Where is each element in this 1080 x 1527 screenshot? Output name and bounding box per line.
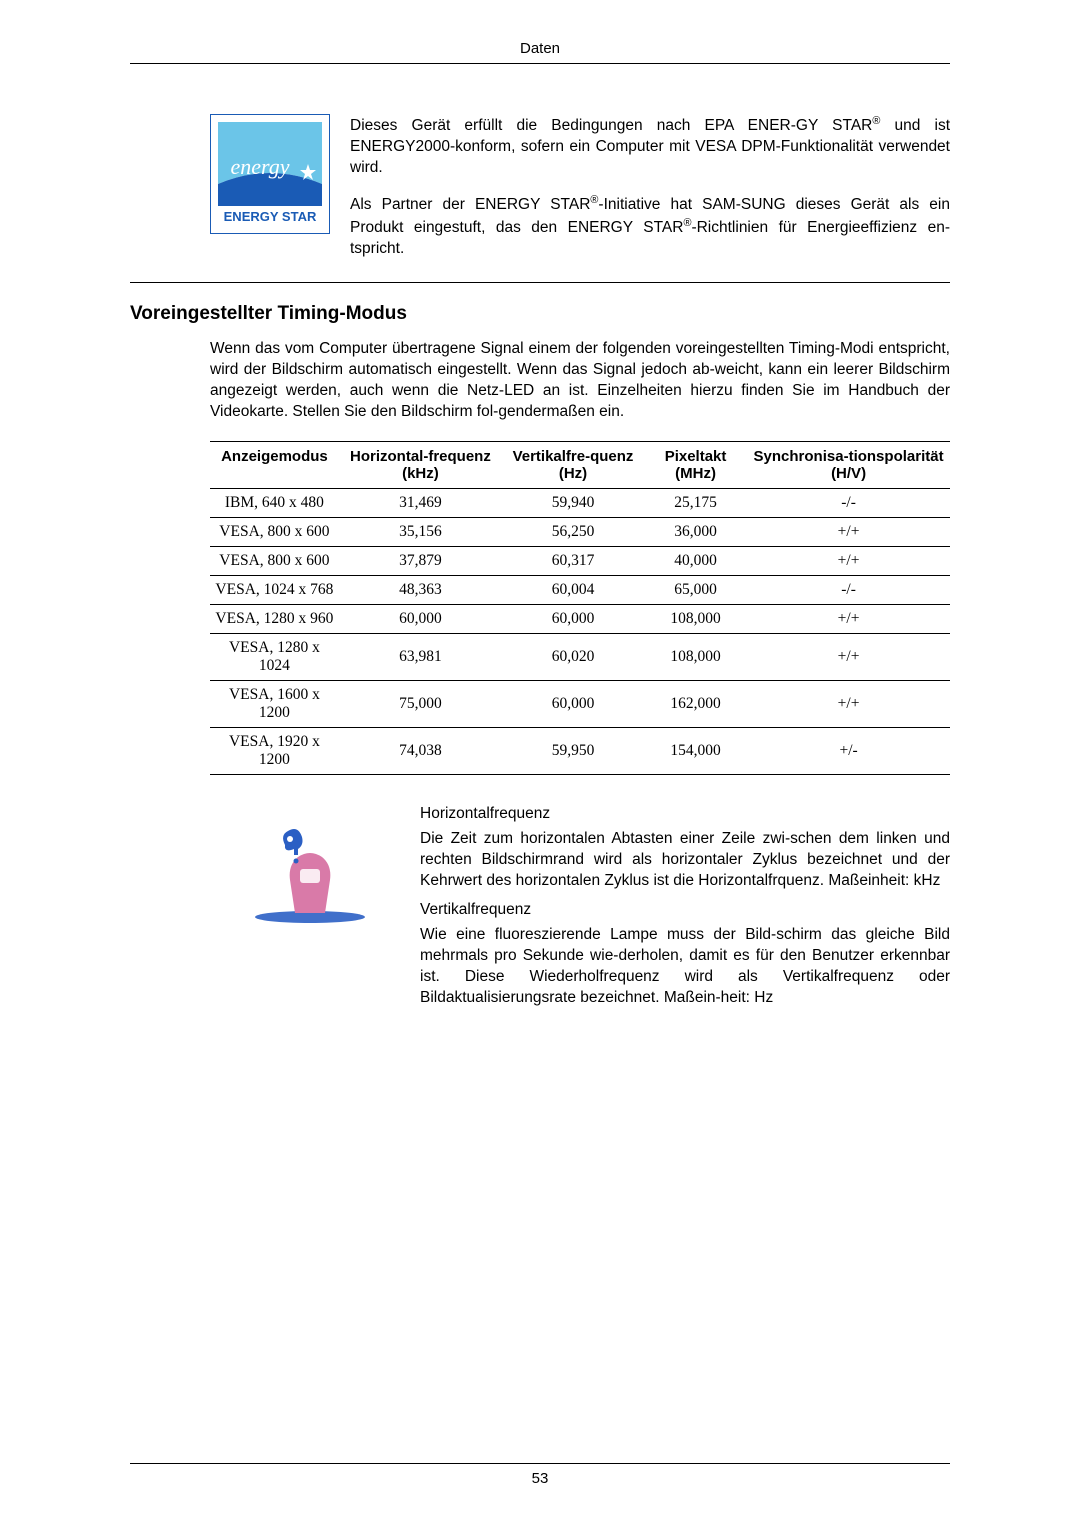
th-hfreq: Horizontal-frequenz (kHz) (339, 441, 502, 488)
table-cell: +/+ (747, 546, 950, 575)
table-cell: 25,175 (644, 488, 747, 517)
energy-star-logo: ENERGY STAR energy (210, 114, 330, 234)
table-cell: VESA, 800 x 600 (210, 517, 339, 546)
table-cell: +/+ (747, 604, 950, 633)
table-cell: VESA, 1920 x 1200 (210, 727, 339, 774)
table-cell: -/- (747, 488, 950, 517)
svg-text:energy: energy (230, 154, 289, 179)
table-cell: 48,363 (339, 575, 502, 604)
table-cell: +/+ (747, 633, 950, 680)
energy-paragraph-2: Als Partner der ENERGY STAR®-Initiative … (350, 193, 950, 260)
table-cell: 60,317 (502, 546, 644, 575)
table-row: VESA, 800 x 60035,15656,25036,000+/+ (210, 517, 950, 546)
energy-star-section: ENERGY STAR energy Dieses Gerät erfüllt … (130, 114, 950, 283)
table-cell: +/+ (747, 680, 950, 727)
table-cell: 65,000 (644, 575, 747, 604)
table-cell: 60,020 (502, 633, 644, 680)
table-row: IBM, 640 x 48031,46959,94025,175-/- (210, 488, 950, 517)
vfreq-label: Vertikalfrequenz (420, 901, 950, 919)
hfreq-desc: Die Zeit zum horizontalen Abtasten einer… (420, 829, 950, 892)
energy-star-text: Dieses Gerät erfüllt die Bedingungen nac… (350, 114, 950, 274)
table-cell: 162,000 (644, 680, 747, 727)
frequency-section: Horizontalfrequenz Die Zeit zum horizont… (130, 805, 950, 1019)
table-cell: VESA, 1280 x 960 (210, 604, 339, 633)
table-row: VESA, 1024 x 76848,36360,00465,000-/- (210, 575, 950, 604)
svg-text:ENERGY STAR: ENERGY STAR (224, 209, 317, 224)
table-row: VESA, 800 x 60037,87960,31740,000+/+ (210, 546, 950, 575)
table-cell: -/- (747, 575, 950, 604)
table-row: VESA, 1280 x 102463,98160,020108,000+/+ (210, 633, 950, 680)
table-cell: 75,000 (339, 680, 502, 727)
table-cell: IBM, 640 x 480 (210, 488, 339, 517)
table-cell: VESA, 1024 x 768 (210, 575, 339, 604)
table-cell: 56,250 (502, 517, 644, 546)
table-cell: 60,000 (502, 680, 644, 727)
frequency-icon (210, 805, 410, 1019)
table-cell: VESA, 1600 x 1200 (210, 680, 339, 727)
th-vfreq: Vertikalfre-quenz (Hz) (502, 441, 644, 488)
intro-paragraph: Wenn das vom Computer übertragene Signal… (130, 339, 950, 423)
table-cell: 36,000 (644, 517, 747, 546)
table-cell: 63,981 (339, 633, 502, 680)
table-header-row: Anzeigemodus Horizontal-frequenz (kHz) V… (210, 441, 950, 488)
timing-table: Anzeigemodus Horizontal-frequenz (kHz) V… (210, 441, 950, 775)
table-cell: 59,940 (502, 488, 644, 517)
table-cell: 60,000 (339, 604, 502, 633)
table-cell: 59,950 (502, 727, 644, 774)
table-cell: 60,000 (502, 604, 644, 633)
section-title: Voreingestellter Timing-Modus (130, 303, 950, 325)
page-footer: 53 (130, 1463, 950, 1487)
table-cell: 35,156 (339, 517, 502, 546)
table-cell: VESA, 1280 x 1024 (210, 633, 339, 680)
hfreq-label: Horizontalfrequenz (420, 805, 950, 823)
table-cell: 154,000 (644, 727, 747, 774)
table-cell: +/- (747, 727, 950, 774)
table-row: VESA, 1920 x 120074,03859,950154,000+/- (210, 727, 950, 774)
table-cell: 108,000 (644, 604, 747, 633)
page-header: Daten (130, 40, 950, 64)
table-cell: 108,000 (644, 633, 747, 680)
table-cell: 37,879 (339, 546, 502, 575)
table-cell: +/+ (747, 517, 950, 546)
table-cell: VESA, 800 x 600 (210, 546, 339, 575)
table-cell: 74,038 (339, 727, 502, 774)
table-cell: 31,469 (339, 488, 502, 517)
th-pixclock: Pixeltakt (MHz) (644, 441, 747, 488)
table-row: VESA, 1600 x 120075,00060,000162,000+/+ (210, 680, 950, 727)
table-row: VESA, 1280 x 96060,00060,000108,000+/+ (210, 604, 950, 633)
vfreq-desc: Wie eine fluoreszierende Lampe muss der … (420, 925, 950, 1009)
th-mode: Anzeigemodus (210, 441, 339, 488)
th-sync: Synchronisa-tionspolarität (H/V) (747, 441, 950, 488)
table-cell: 40,000 (644, 546, 747, 575)
frequency-text: Horizontalfrequenz Die Zeit zum horizont… (410, 805, 950, 1019)
energy-paragraph-1: Dieses Gerät erfüllt die Bedingungen nac… (350, 114, 950, 179)
table-cell: 60,004 (502, 575, 644, 604)
page-number: 53 (532, 1470, 549, 1487)
